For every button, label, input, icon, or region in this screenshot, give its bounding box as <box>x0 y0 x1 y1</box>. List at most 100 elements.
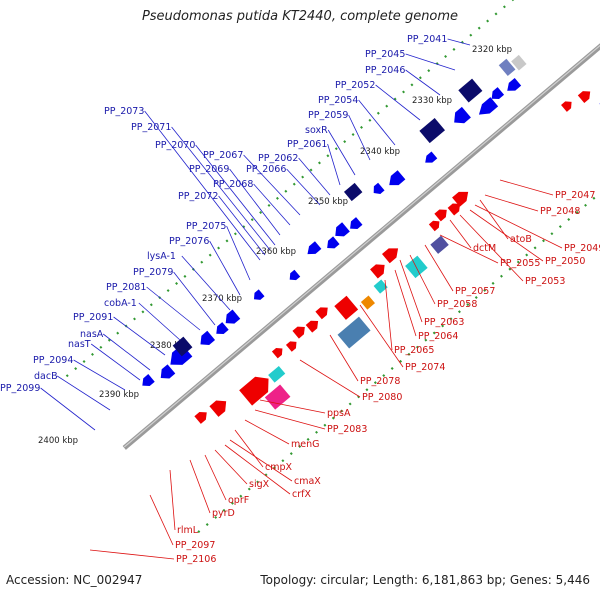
gene-leader-forward <box>138 302 181 341</box>
gene-leader-forward <box>144 110 261 261</box>
gene-leader-forward <box>102 333 151 371</box>
gene-label-forward: PP_2045 <box>365 49 405 60</box>
gene-label-reverse: crfX <box>292 489 311 500</box>
reverse-gene <box>292 326 305 339</box>
gene-leader-forward <box>171 126 271 251</box>
gene-leader-reverse <box>469 209 544 262</box>
gene-leader-reverse <box>89 549 175 560</box>
gene-label-reverse: PP_2058 <box>437 299 477 310</box>
map-title: Pseudomonas putida KT2440, complete geno… <box>141 9 459 24</box>
gene-label-forward: dacB <box>34 371 58 382</box>
gene-label-forward: PP_2076 <box>169 236 209 247</box>
gene-leader-forward <box>90 343 141 381</box>
ruler-label: 2360 kbp <box>256 247 296 257</box>
reverse-gene <box>194 412 207 424</box>
gene-leader-reverse <box>229 439 293 482</box>
forward-gene <box>491 87 505 100</box>
gene-leader-forward <box>146 286 201 331</box>
gene-leader-reverse <box>244 419 290 445</box>
gene-label-forward: PP_2046 <box>365 65 405 76</box>
gene-label-forward: nasA <box>80 329 104 340</box>
gene-leader-reverse <box>234 429 264 468</box>
gene-leader-reverse <box>439 234 499 264</box>
gene-leader-forward <box>40 387 96 431</box>
gene-label-reverse: cmpX <box>265 462 293 473</box>
gene-leader-reverse <box>214 449 248 485</box>
gene-leader-forward <box>405 53 456 71</box>
gene-leader-forward <box>181 255 231 311</box>
forward-gene <box>216 322 229 335</box>
forward-feature <box>419 118 445 144</box>
gene-leader-reverse <box>424 244 454 292</box>
gene-label-forward: PP_2061 <box>287 139 327 150</box>
gene-label-reverse: sigX <box>249 479 270 490</box>
gene-leader-forward <box>447 38 471 46</box>
forward-feature <box>498 58 516 76</box>
reverse-gene <box>209 400 227 417</box>
forward-gene <box>425 151 438 163</box>
forward-gene <box>507 77 522 91</box>
gene-leader-forward <box>298 157 331 196</box>
gene-label-reverse: PP_2055 <box>500 258 540 269</box>
gene-leader-reverse <box>394 269 417 337</box>
gene-label-reverse: PP_2063 <box>424 317 464 328</box>
gene-label-forward: PP_2066 <box>246 164 286 175</box>
gene-leader-reverse <box>149 494 174 546</box>
gene-leader-reverse <box>204 454 227 501</box>
forward-gene <box>350 217 363 229</box>
gene-leader-reverse <box>189 459 211 514</box>
gene-leader-forward <box>229 168 281 236</box>
backbone-line <box>122 43 600 450</box>
forward-feature <box>511 54 527 71</box>
gene-label-reverse: PP_2074 <box>405 362 445 373</box>
forward-gene <box>253 289 265 300</box>
reverse-gene <box>305 320 319 333</box>
gene-label-forward: PP_2073 <box>104 106 144 117</box>
forward-gene <box>478 97 499 115</box>
gene-label-forward: PP_2062 <box>258 153 298 164</box>
ruler-label: 2390 kbp <box>99 390 139 400</box>
gene-label-reverse: menG <box>291 439 319 450</box>
gene-label-reverse: PP_2057 <box>455 286 495 297</box>
gene-label-forward: PP_2069 <box>189 164 229 175</box>
gene-leader-reverse <box>329 334 359 382</box>
gene-leader-forward <box>226 225 251 281</box>
gene-label-reverse: PP_2050 <box>545 256 585 267</box>
reverse-feature <box>373 279 388 294</box>
reverse-gene <box>370 264 385 279</box>
reverse-gene <box>271 347 283 359</box>
reverse-gene <box>561 101 572 112</box>
gene-label-forward: PP_2072 <box>178 191 218 202</box>
gene-leader-forward <box>375 84 421 121</box>
gene-label-reverse: dctM <box>473 243 496 254</box>
gene-label-reverse: pyrD <box>212 508 235 519</box>
reverse-gene <box>447 203 461 216</box>
gene-label-reverse: oprF <box>228 495 249 506</box>
reverse-feature <box>334 295 359 320</box>
ruler-label: 2400 kbp <box>38 436 78 446</box>
gene-leader-forward <box>73 359 126 391</box>
ruler-label: 2370 kbp <box>202 294 242 304</box>
gene-leader-forward <box>327 143 341 186</box>
gene-leader-reverse <box>499 179 554 196</box>
forward-gene <box>160 364 176 379</box>
gene-leader-reverse <box>169 469 176 531</box>
backbone-highlight <box>123 44 600 448</box>
gene-label-reverse: rlmL <box>177 525 199 536</box>
gene-label-reverse: PP_2083 <box>327 424 367 435</box>
forward-gene <box>200 330 216 345</box>
gene-leader-reverse <box>224 444 291 495</box>
gene-label-reverse: PP_2080 <box>362 392 402 403</box>
reverse-gene <box>315 307 328 320</box>
gene-label-forward: PP_2068 <box>213 179 253 190</box>
gene-leader-reverse <box>299 359 361 398</box>
gene-leader-forward <box>253 183 291 226</box>
gene-label-forward: cobA-1 <box>104 298 137 309</box>
gene-label-forward: PP_2054 <box>318 95 358 106</box>
gene-label-forward: PP_2099 <box>0 383 40 394</box>
forward-gene <box>142 374 155 386</box>
gene-label-forward: PP_2079 <box>133 267 173 278</box>
gene-label-forward: PP_2094 <box>33 355 73 366</box>
gene-leader-forward <box>195 144 276 246</box>
gene-leader-reverse <box>484 194 539 212</box>
